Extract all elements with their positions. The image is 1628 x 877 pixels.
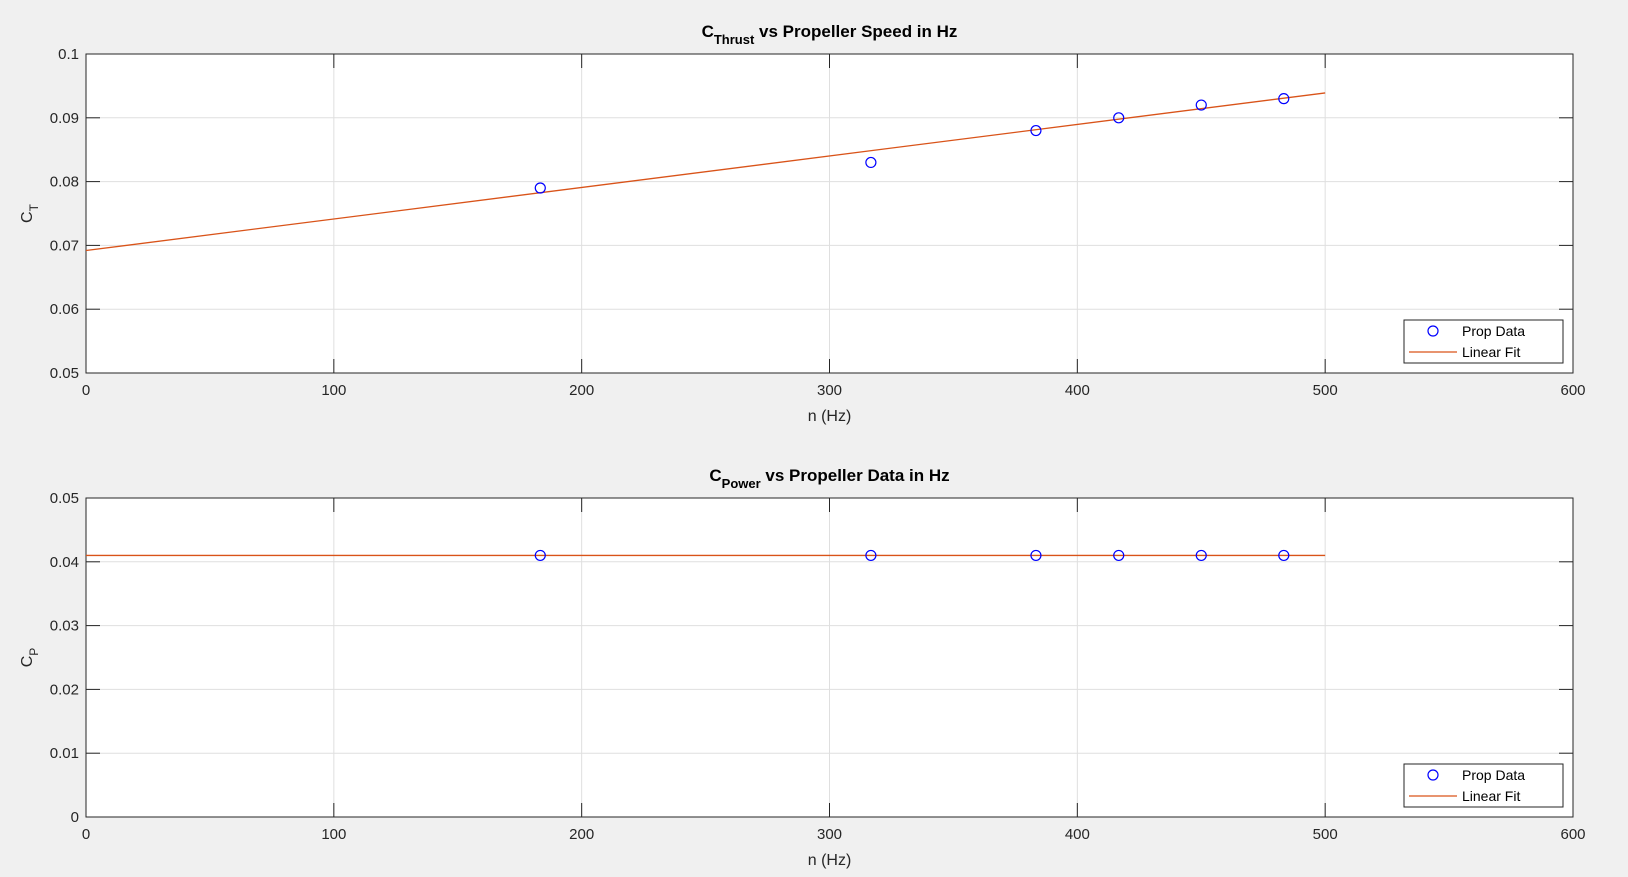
x-tick-label: 300 [817, 382, 842, 399]
x-tick-label: 0 [82, 382, 90, 399]
data-point [1030, 549, 1042, 562]
y-tick-label: 0.05 [50, 365, 79, 382]
y-tick-label: 0.03 [50, 618, 79, 635]
x-tick-label: 400 [1065, 826, 1090, 843]
legend: Prop Data Linear Fit [1403, 319, 1564, 364]
y-axis-label: CP [19, 648, 41, 668]
legend-marker-icon [1427, 325, 1439, 337]
data-point [1278, 549, 1290, 562]
legend-label: Linear Fit [1462, 788, 1520, 804]
data-point [1195, 549, 1207, 562]
y-tick-label: 0.06 [50, 301, 79, 318]
y-tick-label: 0.04 [50, 554, 79, 571]
chart-title: CThrust vs Propeller Speed in Hz [702, 22, 958, 47]
x-tick-label: 200 [569, 826, 594, 843]
x-tick-label: 200 [569, 382, 594, 399]
data-point [865, 549, 877, 562]
x-axis-label: n (Hz) [808, 852, 852, 869]
legend-label: Prop Data [1462, 767, 1525, 783]
y-axis-label: CT [19, 203, 41, 223]
legend-label: Prop Data [1462, 323, 1525, 339]
data-point [1030, 124, 1042, 137]
y-tick-label: 0.08 [50, 174, 79, 191]
y-tick-label: 0.01 [50, 745, 79, 762]
data-point [1195, 99, 1207, 111]
x-tick-label: 0 [82, 826, 90, 843]
data-point [1113, 112, 1125, 124]
data-point [534, 182, 546, 194]
x-tick-label: 600 [1560, 382, 1585, 399]
data-point [1113, 549, 1125, 562]
linear-fit-line [85, 92, 1326, 252]
chart-title: CPower vs Propeller Data in Hz [709, 466, 949, 491]
chart-2: 0 100 200 300 400 500 600 0 0.01 0.02 0.03 0.04 0.05… [19, 466, 1586, 869]
y-tick-label: 0.1 [58, 46, 79, 63]
legend-label: Linear Fit [1462, 344, 1520, 360]
data-point [1278, 93, 1290, 105]
legend: Prop Data Linear Fit [1403, 763, 1564, 808]
x-tick-label: 600 [1560, 826, 1585, 843]
x-tick-label: 100 [321, 382, 346, 399]
x-tick-label: 300 [817, 826, 842, 843]
y-tick-label: 0.09 [50, 110, 79, 127]
y-tick-label: 0.02 [50, 681, 79, 698]
axes-frame [85, 497, 1574, 818]
legend-marker-icon [1427, 769, 1439, 781]
y-tick-label: 0 [71, 809, 79, 826]
y-tick-label: 0.05 [50, 490, 79, 507]
x-tick-label: 400 [1065, 382, 1090, 399]
x-axis-label: n (Hz) [808, 408, 852, 425]
x-tick-label: 500 [1313, 382, 1338, 399]
x-tick-label: 100 [321, 826, 346, 843]
axes-frame [85, 53, 1574, 374]
chart-1: 0 100 200 300 400 500 600 0.05 0.06 0.07 0.08 0.09 0… [19, 22, 1586, 425]
data-point [534, 549, 546, 562]
x-tick-label: 500 [1313, 826, 1338, 843]
y-tick-label: 0.07 [50, 237, 79, 254]
data-point [865, 156, 877, 169]
